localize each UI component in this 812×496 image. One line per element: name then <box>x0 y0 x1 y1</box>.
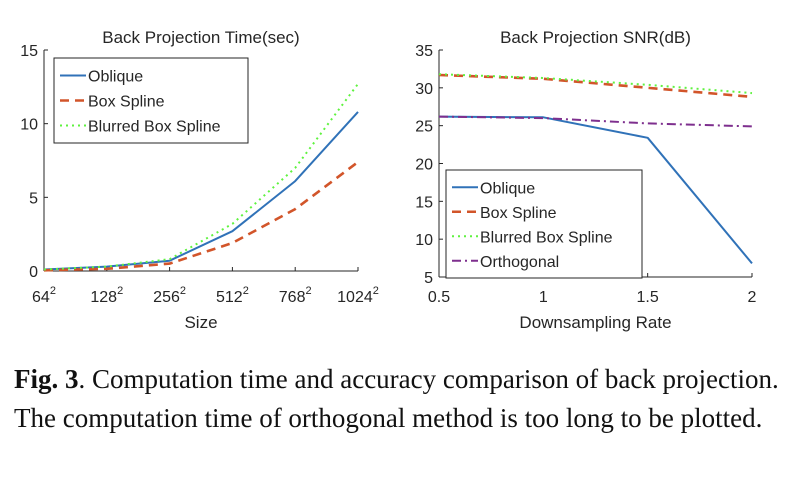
x-tick-label: 5122 <box>216 285 249 306</box>
caption-text: . Computation time and accuracy comparis… <box>14 364 779 433</box>
series-line-blurred-box-spline <box>43 83 359 271</box>
y-tick-label: 15 <box>20 43 38 60</box>
x-tick-label: 1.5 <box>637 289 659 306</box>
chart-title: Back Projection Time(sec) <box>102 28 299 47</box>
x-tick-label: 2 <box>748 289 757 306</box>
legend-label-blurred-box-spline: Blurred Box Spline <box>88 119 221 136</box>
snr-chart: 5 10 15 20 25 30 35 0.5 1 1.5 2 Back Projection SNR… <box>415 28 756 332</box>
x-tick-label: 7682 <box>279 285 312 306</box>
legend-box <box>53 57 249 144</box>
series-line-box-spline <box>43 160 359 272</box>
legend: Oblique Box Spline Blurred Box Spline Ortho… <box>445 169 643 279</box>
y-tick-label: 10 <box>20 117 38 134</box>
y-tick-label: 10 <box>415 232 433 249</box>
legend-label-oblique: Oblique <box>480 180 535 197</box>
x-tick-label: 0.5 <box>428 289 450 306</box>
time-chart: 0 5 10 15 642 1282 2562 5122 7682 10242 Back Proje… <box>20 28 379 332</box>
y-tick-label: 25 <box>415 119 433 136</box>
figure-caption: Fig. 3. Computation time and accuracy co… <box>14 360 794 438</box>
chart-title: Back Projection SNR(dB) <box>500 28 691 47</box>
y-tick-label: 35 <box>415 43 433 60</box>
legend-label-box-spline: Box Spline <box>88 94 165 111</box>
x-tick-label: 10242 <box>337 285 379 306</box>
series-line-box-spline <box>438 73 753 99</box>
x-axis-label: Downsampling Rate <box>519 313 671 332</box>
series-line-orthogonal <box>438 115 753 128</box>
x-tick-label: 1282 <box>90 285 123 306</box>
legend-label-orthogonal: Orthogonal <box>480 254 559 271</box>
legend: Oblique Box Spline Blurred Box Spline <box>53 57 249 144</box>
y-tick-label: 5 <box>424 270 433 287</box>
legend-box <box>445 169 643 279</box>
y-tick-label: 5 <box>29 190 38 207</box>
y-tick-label: 30 <box>415 81 433 98</box>
x-axis-label: Size <box>184 313 217 332</box>
caption-label: Fig. 3 <box>14 364 79 394</box>
x-tick-label: 1 <box>539 289 548 306</box>
legend-label-oblique: Oblique <box>88 69 143 86</box>
series-line-oblique <box>43 111 359 271</box>
x-tick-label: 2562 <box>153 285 186 306</box>
legend-label-blurred-box-spline: Blurred Box Spline <box>480 229 613 246</box>
legend-label-box-spline: Box Spline <box>480 205 557 222</box>
series-line-blurred-box-spline <box>438 73 753 95</box>
y-tick-label: 0 <box>29 264 38 281</box>
x-tick-label: 642 <box>32 285 56 306</box>
y-tick-label: 20 <box>415 157 433 174</box>
y-tick-label: 15 <box>415 194 433 211</box>
